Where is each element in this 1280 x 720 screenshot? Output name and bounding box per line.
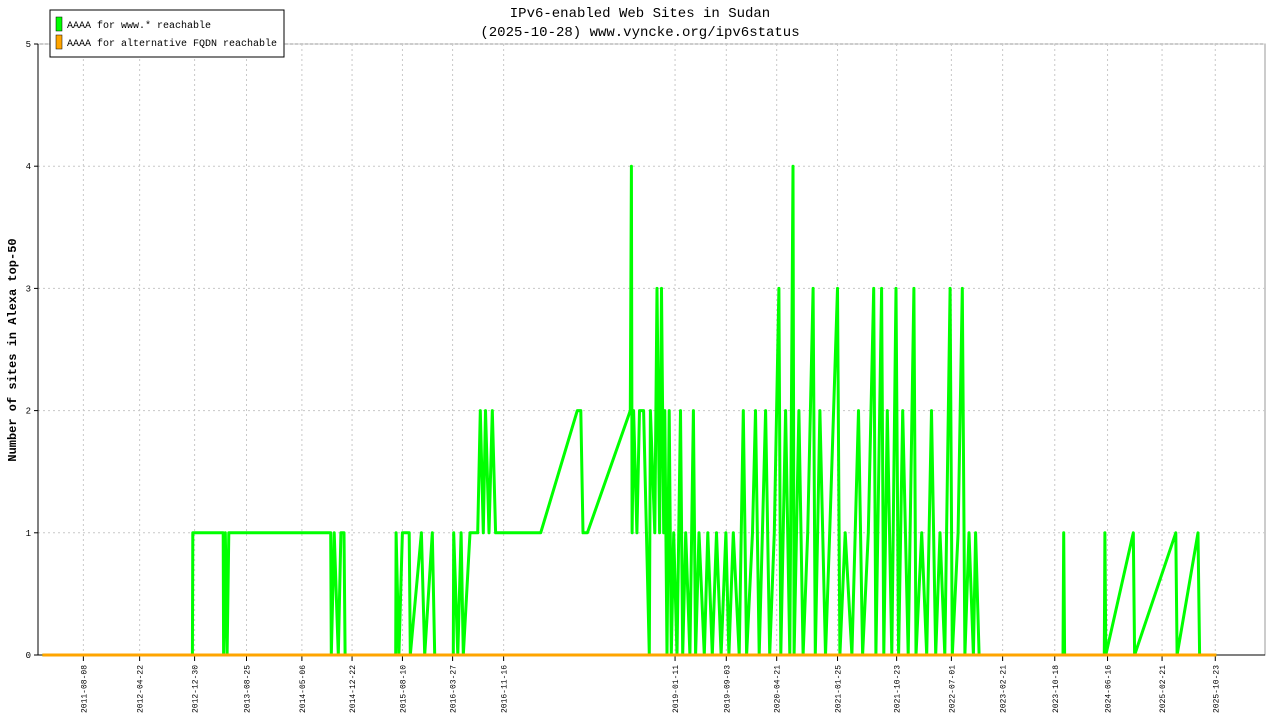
x-tick-label: 2011-08-08 [80, 665, 89, 713]
y-tick-label: 4 [26, 162, 31, 172]
legend: AAAA for www.* reachable AAAA for alterna… [49, 9, 285, 58]
x-tick-label: 2013-08-25 [243, 665, 252, 713]
legend-swatch [55, 16, 63, 32]
y-tick-label: 5 [26, 40, 31, 50]
x-tick-label: 2014-05-06 [299, 665, 308, 713]
x-tick-label: 2015-08-10 [399, 665, 408, 713]
x-tick-label: 2024-06-16 [1105, 665, 1114, 713]
x-tick-label: 2016-03-27 [450, 665, 459, 713]
x-tick-label: 2023-10-18 [1052, 665, 1061, 713]
x-tick-label: 2025-02-21 [1159, 665, 1168, 713]
x-tick-label: 2016-11-16 [501, 665, 510, 713]
y-axis-label: Number of sites in Alexa top-50 [6, 238, 20, 461]
chart-title: IPv6-enabled Web Sites in Sudan [510, 6, 770, 22]
y-tick-label: 3 [26, 284, 31, 294]
x-tick-label: 2025-10-23 [1212, 665, 1221, 713]
x-tick-label: 2019-01-11 [672, 665, 681, 713]
chart-subtitle: (2025-10-28) www.vyncke.org/ipv6status [480, 25, 799, 41]
x-tick-label: 2012-04-22 [137, 665, 146, 713]
y-tick-label: 2 [26, 407, 31, 417]
x-tick-label: 2021-01-25 [835, 665, 844, 713]
x-tick-label: 2020-04-21 [774, 665, 783, 713]
legend-box [49, 9, 285, 58]
y-tick-label: 0 [26, 651, 31, 661]
legend-swatch [55, 34, 63, 50]
x-tick-label: 2014-12-22 [349, 665, 358, 713]
legend-label: AAAA for alternative FQDN reachable [67, 38, 277, 50]
legend-label: AAAA for www.* reachable [67, 20, 211, 32]
x-tick-label: 2019-09-03 [723, 665, 732, 713]
x-tick-label: 2023-02-21 [1000, 665, 1009, 713]
x-tick-label: 2021-10-23 [894, 665, 903, 713]
y-tick-label: 1 [26, 529, 31, 539]
x-tick-label: 2012-12-30 [192, 665, 201, 713]
x-tick-label: 2022-07-01 [948, 665, 957, 713]
